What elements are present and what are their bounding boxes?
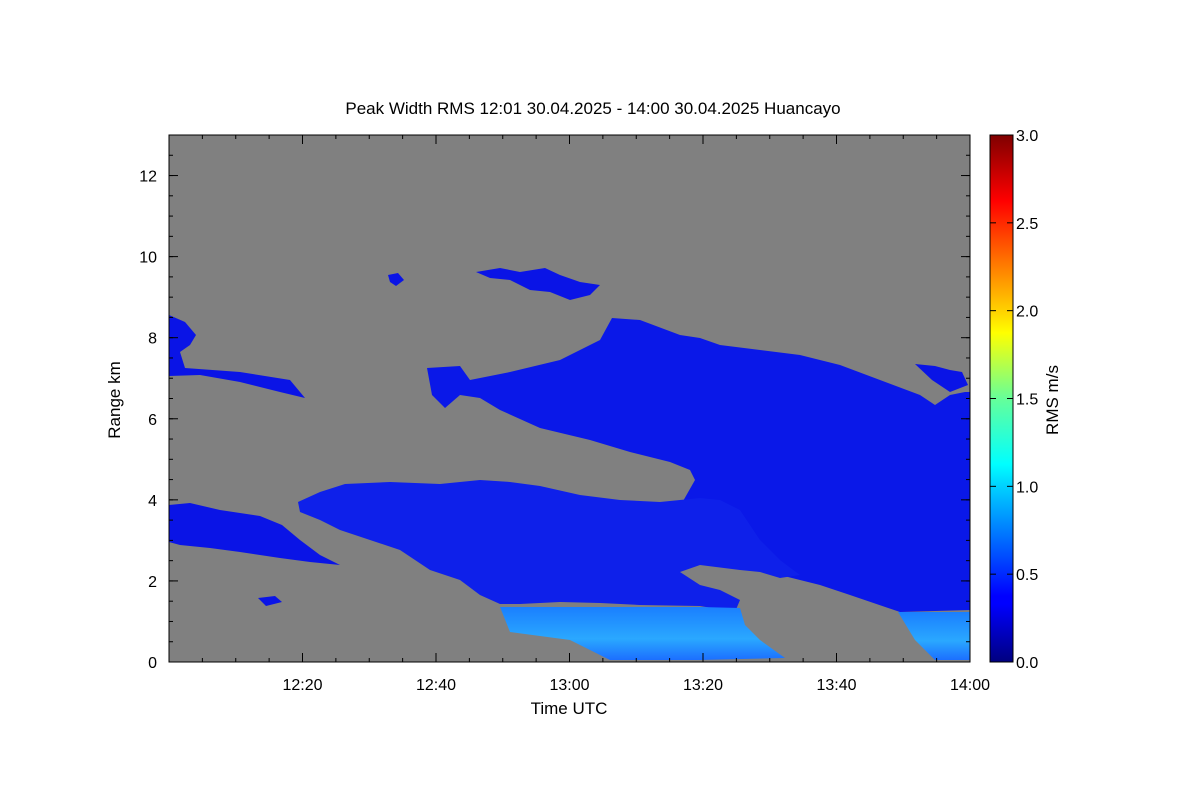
colorbar-ticks: 0.0 0.5 1.0 1.5 2.0 2.5 3.0 xyxy=(990,128,1038,672)
x-tick-label: 13:40 xyxy=(816,677,856,694)
echo-upper-right-patch xyxy=(915,364,968,392)
echo-near-ground-right xyxy=(898,612,970,660)
colorbar-tick-label: 1.5 xyxy=(1016,392,1038,409)
echo-lower-left xyxy=(169,503,340,565)
colorbar-tick-label: 0.5 xyxy=(1016,567,1038,584)
colorbar-tick-label: 2.5 xyxy=(1016,216,1038,233)
x-axis-label: Time UTC xyxy=(531,699,608,718)
y-tick-label: 8 xyxy=(148,331,157,348)
x-tick-label: 12:40 xyxy=(416,677,456,694)
x-tick-label: 13:00 xyxy=(549,677,589,694)
x-tick-label: 12:20 xyxy=(282,677,322,694)
x-tick-label: 13:20 xyxy=(683,677,723,694)
y-tick-label: 0 xyxy=(148,655,157,672)
echo-high-small xyxy=(388,273,404,286)
y-axis-label: Range km xyxy=(105,361,124,438)
chart-title: Peak Width RMS 12:01 30.04.2025 - 14:00 … xyxy=(345,99,840,118)
colorbar-tick-label: 3.0 xyxy=(1016,128,1038,145)
y-axis: 0 2 4 6 8 10 12 xyxy=(139,134,970,672)
x-tick-label: 14:00 xyxy=(950,677,990,694)
echo-regions xyxy=(169,268,970,660)
echo-mid-layer xyxy=(298,480,800,612)
echo-upper-layer xyxy=(427,318,970,612)
colorbar-tick-label: 1.0 xyxy=(1016,479,1038,496)
colorbar-label: RMS m/s xyxy=(1043,365,1062,435)
echo-upper-left xyxy=(169,315,305,398)
colorbar-tick-label: 0.0 xyxy=(1016,655,1038,672)
echo-small-fragment xyxy=(258,596,282,606)
echo-high-scattered xyxy=(476,268,600,300)
echo-near-ground xyxy=(500,607,785,660)
y-tick-label: 6 xyxy=(148,412,157,429)
y-tick-label: 2 xyxy=(148,574,157,591)
y-tick-label: 12 xyxy=(139,169,157,186)
colorbar-tick-label: 2.0 xyxy=(1016,304,1038,321)
x-axis: 12:20 12:40 13:00 13:20 13:40 14:00 xyxy=(168,135,990,694)
y-tick-label: 10 xyxy=(139,250,157,267)
y-tick-label: 4 xyxy=(148,493,157,510)
